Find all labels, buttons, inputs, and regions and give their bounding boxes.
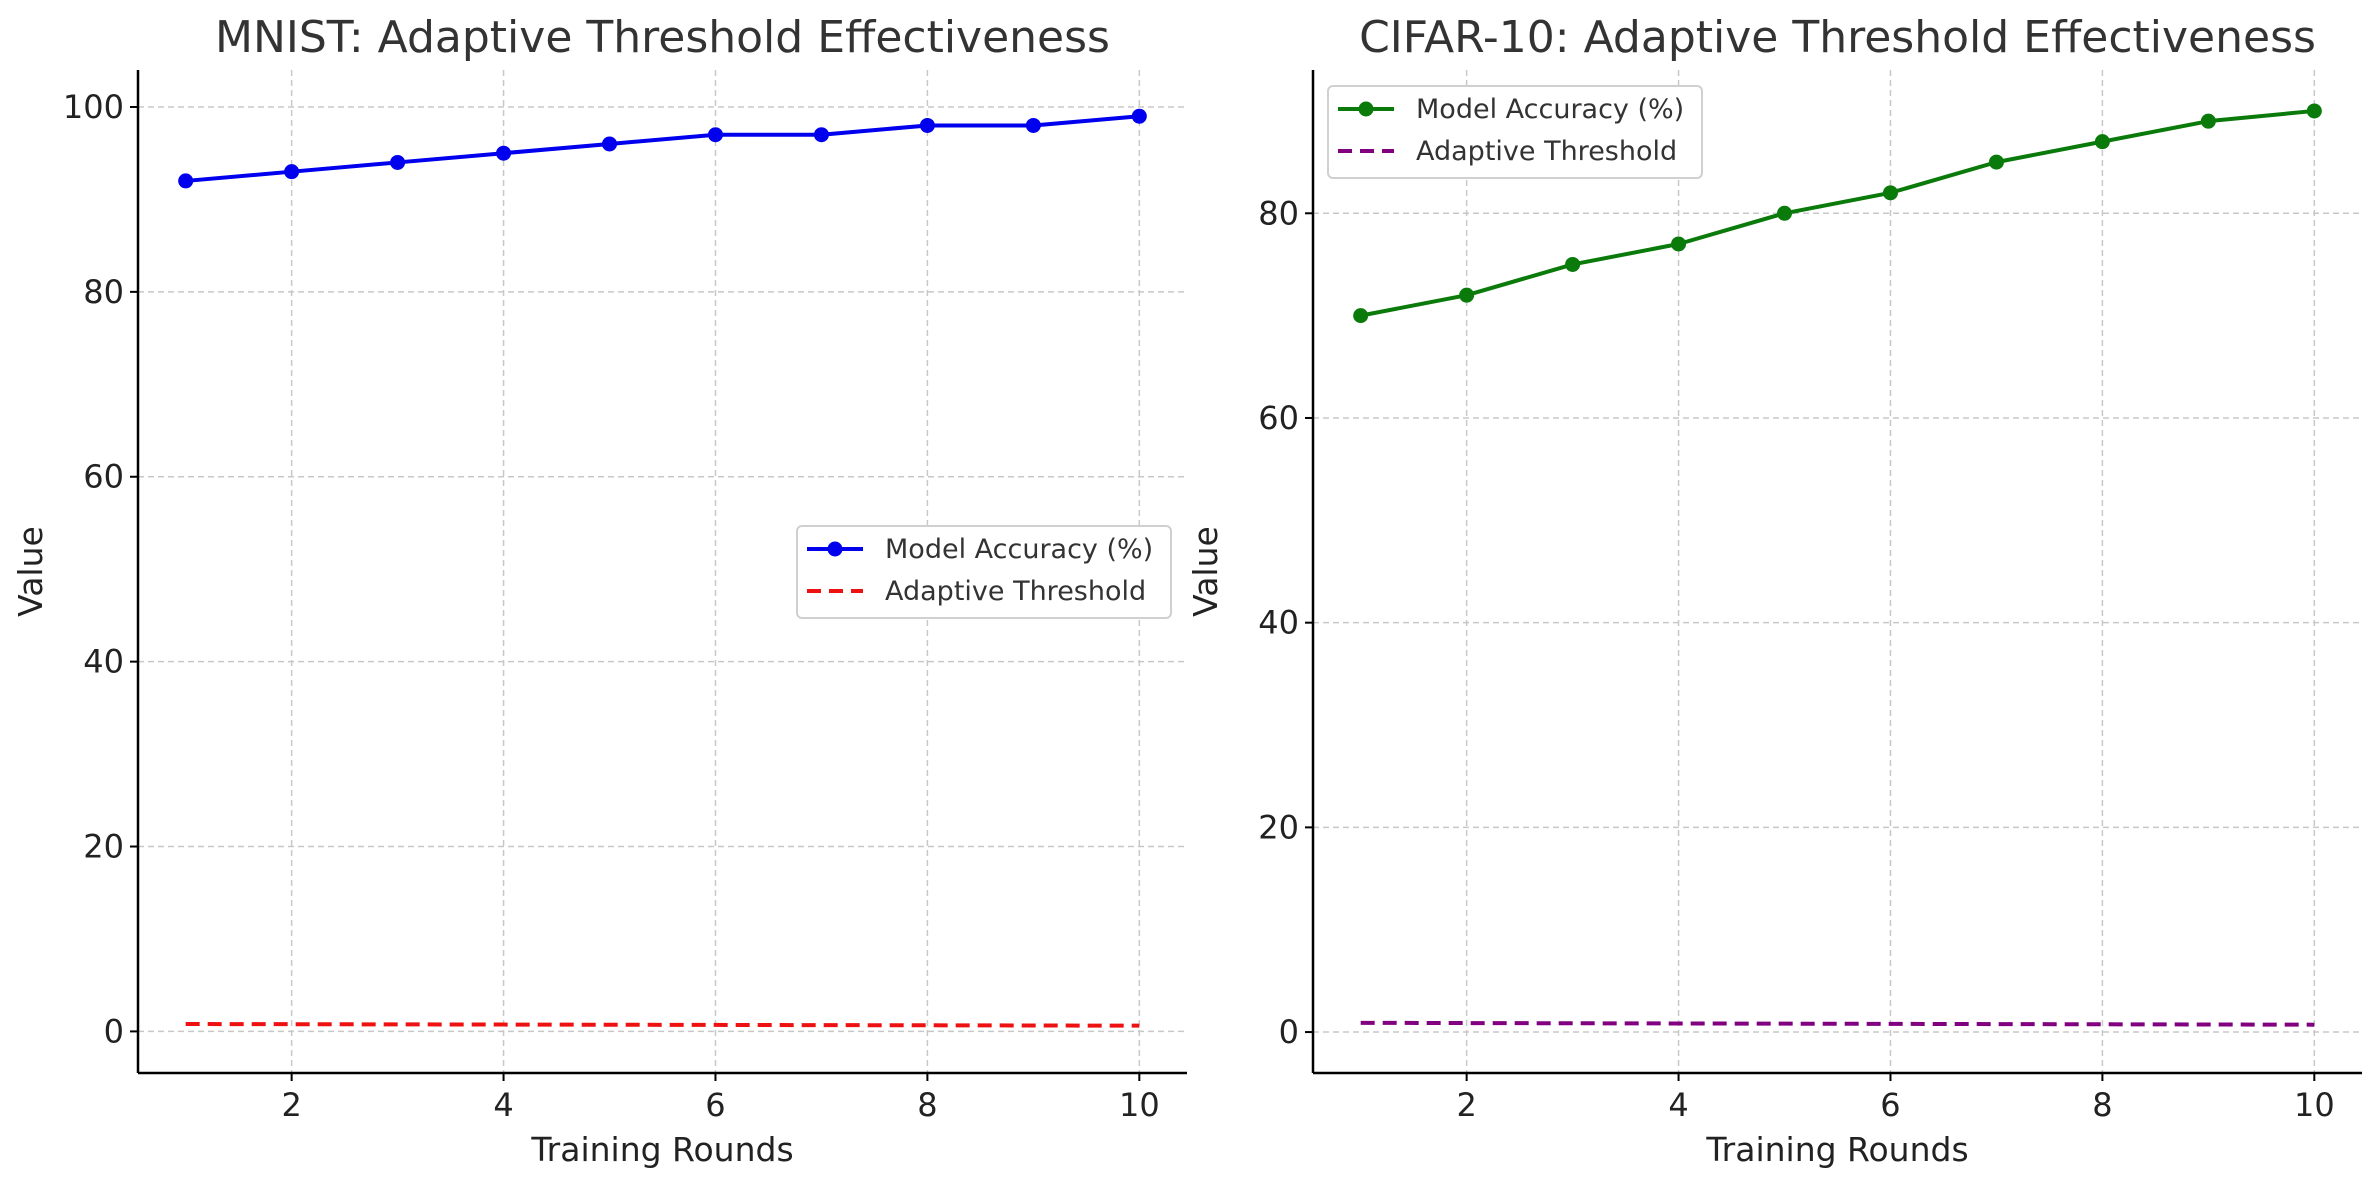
- data-point: [1353, 308, 1369, 324]
- data-point: [1988, 154, 2004, 170]
- legend-label: Model Accuracy (%): [1416, 94, 1684, 125]
- x-tick-label: 6: [705, 1086, 725, 1124]
- series-model-accuracy: [1353, 103, 2322, 324]
- data-point: [1025, 117, 1041, 133]
- data-point: [813, 127, 829, 143]
- x-tick-label: 2: [281, 1086, 301, 1124]
- y-tick-label: 40: [83, 643, 124, 681]
- series-model-accuracy: [178, 108, 1147, 189]
- legend-marker: [827, 541, 843, 557]
- data-point: [919, 117, 935, 133]
- legend-label: Adaptive Threshold: [885, 576, 1146, 607]
- data-point: [707, 127, 723, 143]
- x-axis-label: Training Rounds: [1705, 1130, 1968, 1169]
- legend-box: [1327, 85, 1703, 179]
- y-tick-label: 20: [1258, 808, 1299, 846]
- data-point: [1459, 287, 1475, 303]
- data-point: [602, 136, 618, 152]
- x-axis-label: Training Rounds: [530, 1130, 793, 1169]
- y-tick-label: 0: [104, 1012, 124, 1050]
- data-point: [284, 164, 300, 180]
- x-tick-label: 8: [917, 1086, 937, 1124]
- legend: Model Accuracy (%) Adaptive Threshold: [1327, 85, 1703, 179]
- y-tick-label: 80: [83, 273, 124, 311]
- data-point: [496, 145, 512, 161]
- x-tick-label: 4: [1668, 1086, 1688, 1124]
- y-tick-label: 40: [1258, 604, 1299, 642]
- y-axis-label: Value: [11, 526, 50, 617]
- y-tick-label: 80: [1258, 194, 1299, 232]
- x-tick-label: 6: [1880, 1086, 1900, 1124]
- series-adaptive-threshold: [1360, 1020, 2315, 1027]
- legend-box: [796, 525, 1172, 619]
- series-line: [185, 114, 1140, 183]
- y-tick-label: 60: [1258, 399, 1299, 437]
- x-tick-label: 10: [1119, 1086, 1160, 1124]
- data-point: [390, 154, 406, 170]
- y-axis-label: Value: [1186, 526, 1225, 617]
- chart-title: CIFAR-10: Adaptive Threshold Effectivene…: [1359, 12, 2316, 63]
- data-point: [1565, 256, 1581, 272]
- data-point: [178, 173, 194, 189]
- y-tick-label: 100: [63, 88, 124, 126]
- x-tick-label: 10: [2294, 1086, 2335, 1124]
- legend-label: Adaptive Threshold: [1416, 136, 1677, 167]
- data-point: [2094, 134, 2110, 150]
- y-tick-label: 20: [83, 828, 124, 866]
- y-tick-label: 0: [1279, 1013, 1299, 1051]
- x-tick-label: 8: [2092, 1086, 2112, 1124]
- series-adaptive-threshold: [185, 1022, 1140, 1028]
- data-point: [1882, 185, 1898, 201]
- legend: Model Accuracy (%) Adaptive Threshold: [796, 525, 1172, 619]
- x-tick-label: 2: [1456, 1086, 1476, 1124]
- series-line: [185, 1022, 1140, 1028]
- data-point: [1131, 108, 1147, 124]
- data-point: [2306, 103, 2322, 119]
- data-point: [1671, 236, 1687, 252]
- chart-title: MNIST: Adaptive Threshold Effectiveness: [215, 12, 1110, 63]
- chart-2: 2 4 6 8 10 0 20 40 60 80 CIFAR-10: Adaptive Thresh…: [1186, 12, 2362, 1169]
- data-point: [1777, 205, 1793, 221]
- legend-label: Model Accuracy (%): [885, 534, 1153, 565]
- series-line: [1360, 108, 2315, 318]
- x-tick-label: 4: [493, 1086, 513, 1124]
- series-line: [1360, 1020, 2315, 1027]
- data-point: [2200, 113, 2216, 129]
- legend-marker: [1358, 101, 1374, 117]
- y-tick-label: 60: [83, 458, 124, 496]
